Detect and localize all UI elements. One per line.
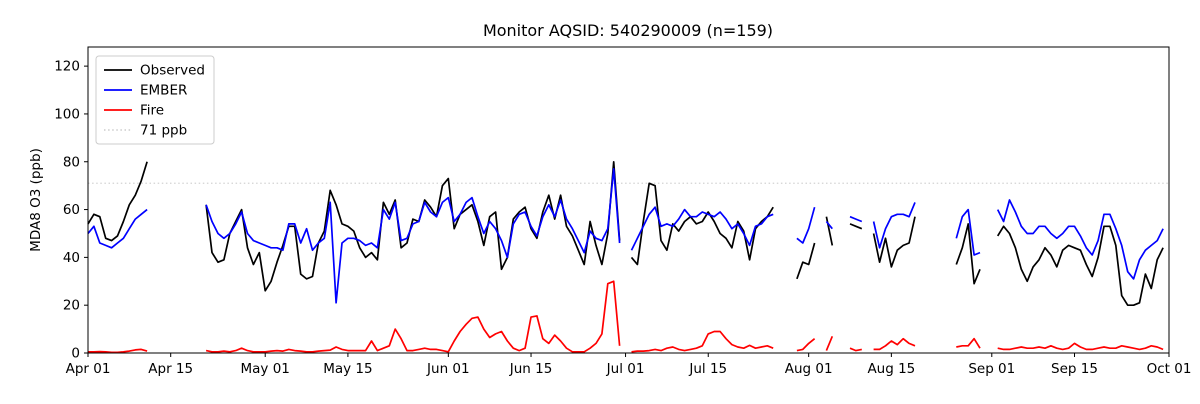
plot-area: 0 20 40 60 80 100 120 Apr 01 Apr 15 May 01 May 15 J… — [54, 46, 1192, 377]
x-tick-label: May 15 — [323, 361, 372, 377]
legend-label-ember: EMBER — [140, 83, 187, 99]
x-tick-label: Jun 15 — [509, 361, 553, 377]
chart-title: Monitor AQSID: 540290009 (n=159) — [483, 21, 773, 40]
x-tick-label: Sep 01 — [968, 361, 1015, 377]
x-tick-label: Apr 15 — [148, 361, 193, 377]
axes-spines — [87, 46, 1170, 354]
ember-line — [87, 168, 1164, 304]
x-tick-label: May 01 — [241, 361, 290, 377]
x-tick-label: Aug 01 — [785, 361, 833, 377]
y-tick-label: 120 — [54, 59, 80, 75]
y-tick-label: 40 — [63, 250, 80, 266]
x-tick-label: Jul 15 — [688, 361, 727, 377]
fire-line — [88, 280, 1164, 354]
x-tick-label: Jul 01 — [606, 361, 645, 377]
x-tick-label: Jun 01 — [426, 361, 470, 377]
y-tick-label: 0 — [71, 346, 80, 362]
x-tick-label: Oct 01 — [1147, 361, 1192, 377]
observed-line — [87, 160, 1164, 307]
legend-label-observed: Observed — [140, 63, 205, 79]
y-tick-label: 60 — [63, 202, 80, 218]
x-tick-label: Aug 15 — [867, 361, 915, 377]
legend-box — [95, 55, 215, 145]
y-axis-label: MDA8 O3 (ppb) — [28, 148, 44, 252]
x-tick-label: Sep 15 — [1051, 361, 1098, 377]
x-tick-label: Apr 01 — [66, 361, 111, 377]
y-tick-label: 100 — [54, 106, 80, 122]
y-tick-label: 80 — [63, 154, 80, 170]
legend-label-fire: Fire — [140, 103, 164, 119]
y-tick-label: 20 — [63, 298, 80, 314]
legend-label-71-ppb: 71 ppb — [140, 123, 187, 139]
